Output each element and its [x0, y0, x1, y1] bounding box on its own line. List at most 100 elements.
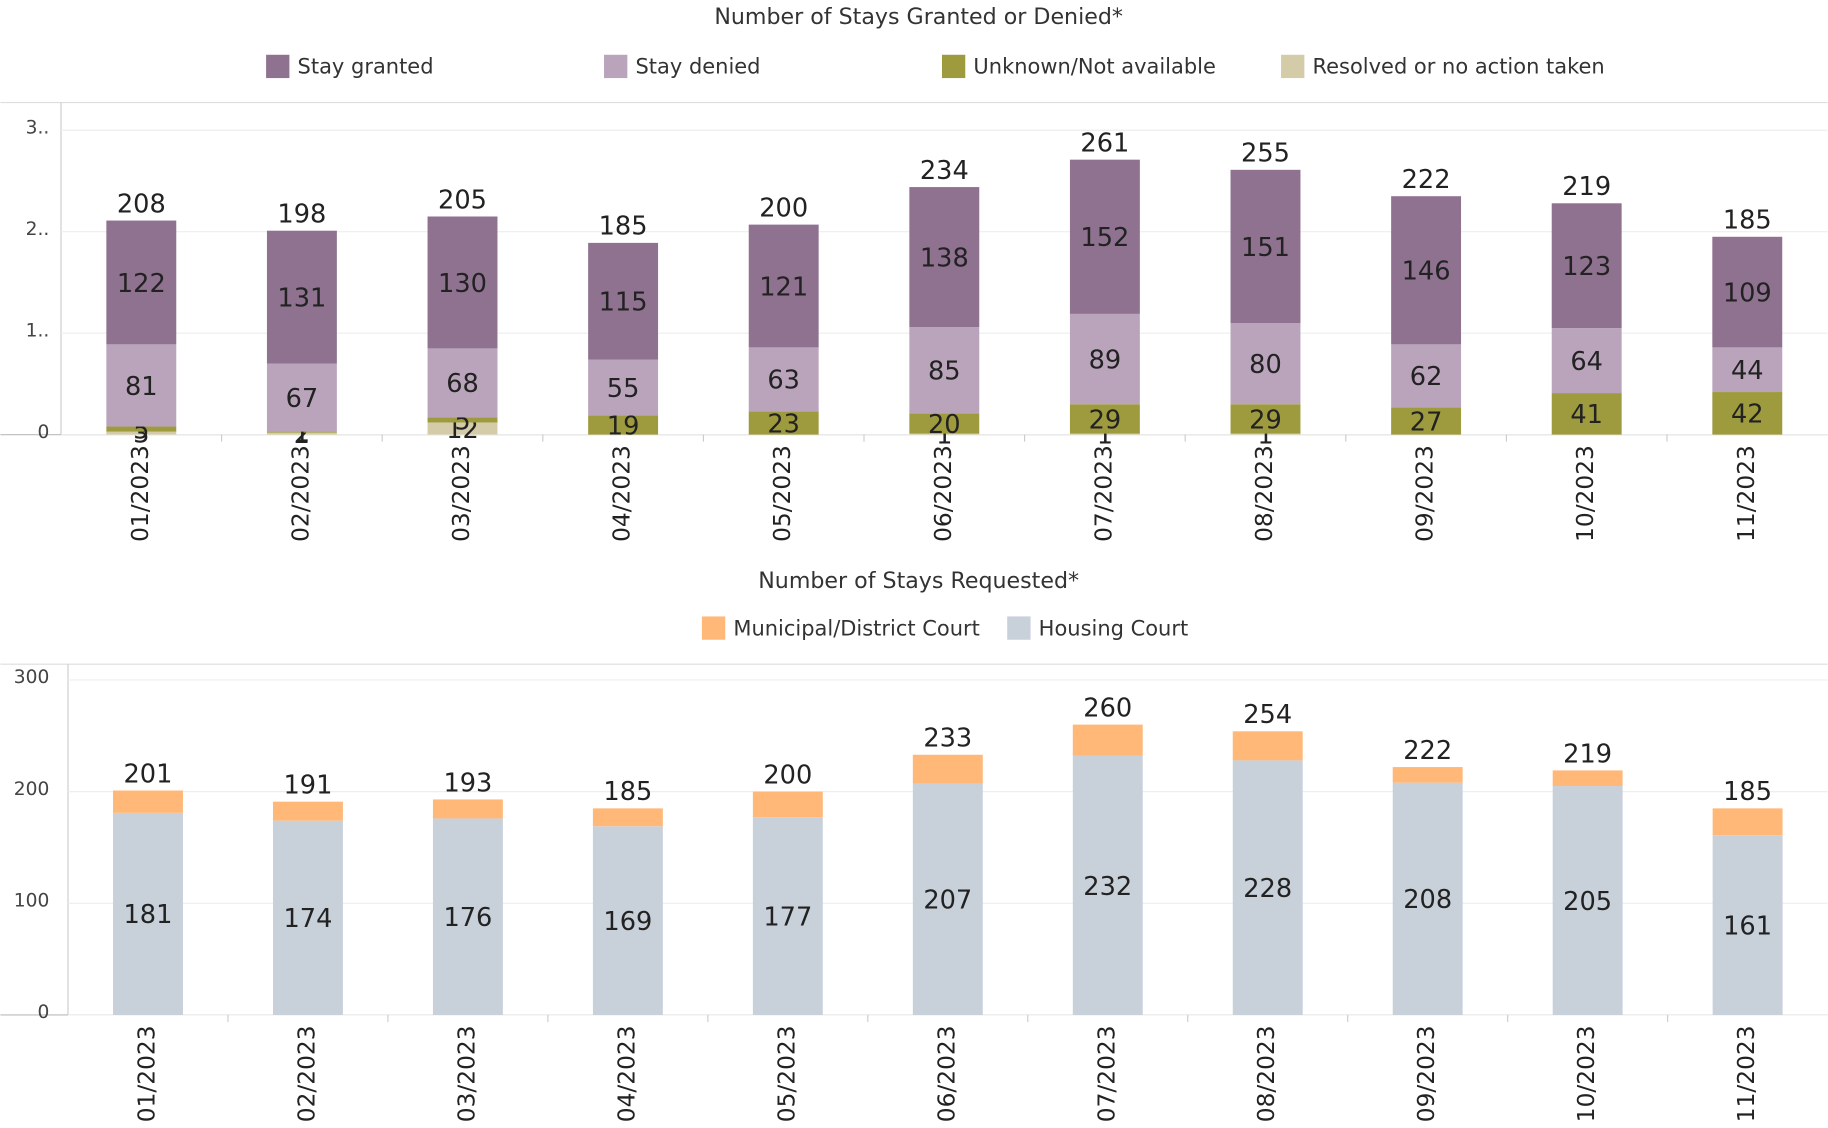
bar-segment: [909, 433, 980, 435]
x-tick-label: 08/2023: [1251, 445, 1278, 542]
bar-segment: [1551, 393, 1622, 435]
legend-label: Housing Court: [1039, 616, 1189, 640]
bar-segment: [748, 411, 819, 435]
bar-segment: [1551, 328, 1622, 394]
bar-segment: [106, 220, 177, 345]
bar-segment: [1069, 433, 1140, 435]
x-tick-label: 05/2023: [769, 445, 796, 542]
value-label: 131: [277, 283, 326, 313]
bar-segment: [1072, 724, 1143, 756]
bar-segment: [1392, 782, 1463, 1015]
value-label: 29: [1249, 405, 1282, 435]
bar-segment: [266, 230, 337, 364]
x-tick-label: 06/2023: [933, 1025, 960, 1122]
bar-segment: [1552, 770, 1623, 787]
total-label: 198: [277, 200, 326, 230]
bar-segment: [592, 826, 663, 1015]
bar-segment: [1391, 196, 1462, 345]
bar-segment: [266, 432, 337, 435]
value-label: 62: [1410, 362, 1443, 392]
legend-swatch: [1007, 616, 1031, 640]
chart-title: Number of Stays Requested*: [758, 568, 1079, 594]
x-tick-label: 03/2023: [453, 1025, 480, 1122]
bar-segment: [266, 431, 337, 433]
value-label: 146: [1402, 257, 1451, 287]
bar-segment: [1391, 344, 1462, 408]
value-label: 177: [763, 902, 812, 932]
value-label: 41: [1570, 400, 1603, 430]
legend-swatch: [266, 54, 290, 79]
x-tick-label: 09/2023: [1413, 1025, 1440, 1122]
y-tick-label: 3..: [26, 117, 50, 138]
value-label: 23: [767, 409, 800, 439]
bar-segment: [1712, 808, 1783, 836]
x-tick-label: 07/2023: [1090, 445, 1117, 542]
y-tick-label: 0: [37, 422, 49, 443]
x-tick-label: 07/2023: [1093, 1025, 1120, 1122]
bar-segment: [752, 791, 823, 818]
y-tick-label: 1..: [26, 320, 50, 341]
value-label: 208: [1403, 885, 1452, 915]
total-label: 185: [1723, 777, 1772, 807]
x-tick-label: 02/2023: [287, 445, 314, 542]
value-label: 205: [1563, 887, 1612, 917]
bar-segment: [909, 187, 980, 328]
bar-segment: [592, 808, 663, 827]
legend-swatch: [941, 54, 966, 79]
bar-segment: [1712, 347, 1783, 393]
total-label: 254: [1243, 700, 1292, 730]
bar-segment: [1232, 731, 1303, 761]
legend-label: Stay denied: [635, 55, 760, 79]
x-tick-label: 03/2023: [448, 445, 475, 542]
chart-title: Number of Stays Granted or Denied*: [714, 4, 1123, 30]
value-label: 207: [923, 886, 972, 916]
total-label: 201: [124, 759, 173, 789]
bar-segment: [432, 799, 503, 819]
bar-segment: [912, 783, 983, 1015]
total-label: 222: [1402, 165, 1451, 195]
bar-segment: [272, 820, 343, 1015]
bar-segment: [1712, 835, 1783, 1015]
value-label: 64: [1570, 347, 1603, 377]
value-label: 44: [1731, 356, 1764, 386]
legend-label: Resolved or no action taken: [1313, 55, 1605, 79]
bar-segment: [106, 426, 177, 432]
value-label: 68: [446, 369, 479, 399]
value-label: 161: [1723, 911, 1772, 941]
value-label: 55: [607, 374, 640, 404]
x-tick-label: 09/2023: [1412, 445, 1439, 542]
x-tick-label: 04/2023: [609, 445, 636, 542]
total-label: 261: [1080, 129, 1129, 159]
bar-segment: [912, 754, 983, 784]
value-label: 181: [124, 900, 173, 930]
x-tick-label: 10/2023: [1573, 1025, 1600, 1122]
bar-segment: [1712, 392, 1783, 435]
value-label: 232: [1083, 872, 1132, 902]
bar-segment: [1551, 203, 1622, 329]
total-label: 255: [1241, 139, 1290, 169]
legend-label: Stay granted: [298, 55, 434, 79]
total-label: 185: [603, 777, 652, 807]
bar-segment: [266, 363, 337, 432]
x-tick-label: 06/2023: [930, 445, 957, 542]
bar-segment: [1552, 786, 1623, 1015]
total-label: 205: [438, 185, 487, 215]
bar-segment: [748, 347, 819, 412]
bar-segment: [106, 431, 177, 435]
value-label: 174: [283, 904, 332, 934]
y-tick-label: 100: [14, 890, 50, 911]
x-tick-label: 10/2023: [1572, 445, 1599, 542]
total-label: 260: [1083, 693, 1132, 723]
x-tick-label: 02/2023: [293, 1025, 320, 1122]
bar-segment: [1069, 404, 1140, 434]
value-label: 20: [928, 410, 961, 440]
y-tick-label: 2..: [26, 219, 50, 240]
legend-swatch: [1281, 54, 1305, 79]
bar-segment: [1230, 323, 1301, 405]
x-tick-label: 11/2023: [1733, 445, 1760, 542]
total-label: 234: [920, 156, 969, 186]
x-tick-label: 05/2023: [773, 1025, 800, 1122]
value-label: 81: [125, 372, 158, 402]
bar-segment: [1712, 236, 1783, 348]
value-label: 29: [1089, 405, 1122, 435]
